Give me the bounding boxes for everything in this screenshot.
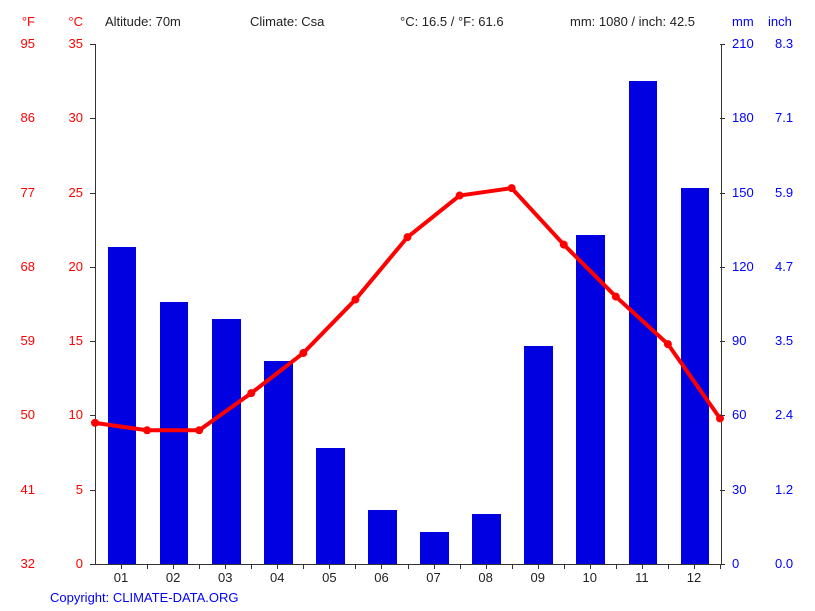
ytick-f: 68 bbox=[21, 259, 35, 274]
ytick-inch: 2.4 bbox=[775, 407, 793, 422]
xtick: 11 bbox=[635, 570, 649, 585]
ytick-mm: 0 bbox=[732, 556, 739, 571]
precip-bar bbox=[160, 302, 189, 564]
ytick-c: 30 bbox=[69, 110, 83, 125]
ytick-mm: 60 bbox=[732, 407, 746, 422]
climate-chart: °F °C mm inch Altitude: 70m Climate: Csa… bbox=[0, 0, 815, 611]
ytick-mm: 30 bbox=[732, 482, 746, 497]
precip-bar bbox=[629, 81, 658, 564]
precip-bar bbox=[316, 448, 345, 564]
ytick-inch: 1.2 bbox=[775, 482, 793, 497]
xtick: 10 bbox=[583, 570, 597, 585]
precip-bar bbox=[212, 319, 241, 564]
xtick: 06 bbox=[374, 570, 388, 585]
ytick-mm: 120 bbox=[732, 259, 754, 274]
precip-bar bbox=[681, 188, 710, 564]
xtick: 09 bbox=[530, 570, 544, 585]
precip-bar bbox=[368, 510, 397, 564]
precip-bar bbox=[524, 346, 553, 564]
xtick: 03 bbox=[218, 570, 232, 585]
ytick-c: 10 bbox=[69, 407, 83, 422]
header-temp-avg: °C: 16.5 / °F: 61.6 bbox=[400, 14, 504, 29]
ytick-c: 20 bbox=[69, 259, 83, 274]
ytick-f: 95 bbox=[21, 36, 35, 51]
precip-bar bbox=[576, 235, 605, 564]
axis-header-c: °C bbox=[68, 14, 83, 29]
ytick-inch: 3.5 bbox=[775, 333, 793, 348]
plot-area bbox=[95, 44, 722, 565]
ytick-mm: 210 bbox=[732, 36, 754, 51]
header-climate: Climate: Csa bbox=[250, 14, 324, 29]
precip-bar bbox=[264, 361, 293, 564]
ytick-f: 41 bbox=[21, 482, 35, 497]
ytick-c: 0 bbox=[76, 556, 83, 571]
precip-bar bbox=[472, 514, 501, 564]
header-altitude: Altitude: 70m bbox=[105, 14, 181, 29]
ytick-mm: 150 bbox=[732, 185, 754, 200]
ytick-inch: 5.9 bbox=[775, 185, 793, 200]
copyright: Copyright: CLIMATE-DATA.ORG bbox=[50, 590, 239, 605]
xtick: 07 bbox=[426, 570, 440, 585]
ytick-mm: 90 bbox=[732, 333, 746, 348]
ytick-inch: 7.1 bbox=[775, 110, 793, 125]
ytick-c: 25 bbox=[69, 185, 83, 200]
xtick: 12 bbox=[687, 570, 701, 585]
ytick-f: 32 bbox=[21, 556, 35, 571]
ytick-f: 86 bbox=[21, 110, 35, 125]
ytick-c: 5 bbox=[76, 482, 83, 497]
xtick: 08 bbox=[478, 570, 492, 585]
ytick-mm: 180 bbox=[732, 110, 754, 125]
xtick: 04 bbox=[270, 570, 284, 585]
ytick-inch: 0.0 bbox=[775, 556, 793, 571]
ytick-inch: 8.3 bbox=[775, 36, 793, 51]
axis-header-f: °F bbox=[22, 14, 35, 29]
ytick-f: 59 bbox=[21, 333, 35, 348]
precip-bar bbox=[108, 247, 137, 564]
axis-header-mm: mm bbox=[732, 14, 754, 29]
xtick: 05 bbox=[322, 570, 336, 585]
precip-bar bbox=[420, 532, 449, 564]
header-precip-avg: mm: 1080 / inch: 42.5 bbox=[570, 14, 695, 29]
ytick-c: 35 bbox=[69, 36, 83, 51]
ytick-f: 50 bbox=[21, 407, 35, 422]
ytick-c: 15 bbox=[69, 333, 83, 348]
axis-header-inch: inch bbox=[768, 14, 792, 29]
xtick: 01 bbox=[114, 570, 128, 585]
ytick-inch: 4.7 bbox=[775, 259, 793, 274]
ytick-f: 77 bbox=[21, 185, 35, 200]
xtick: 02 bbox=[166, 570, 180, 585]
